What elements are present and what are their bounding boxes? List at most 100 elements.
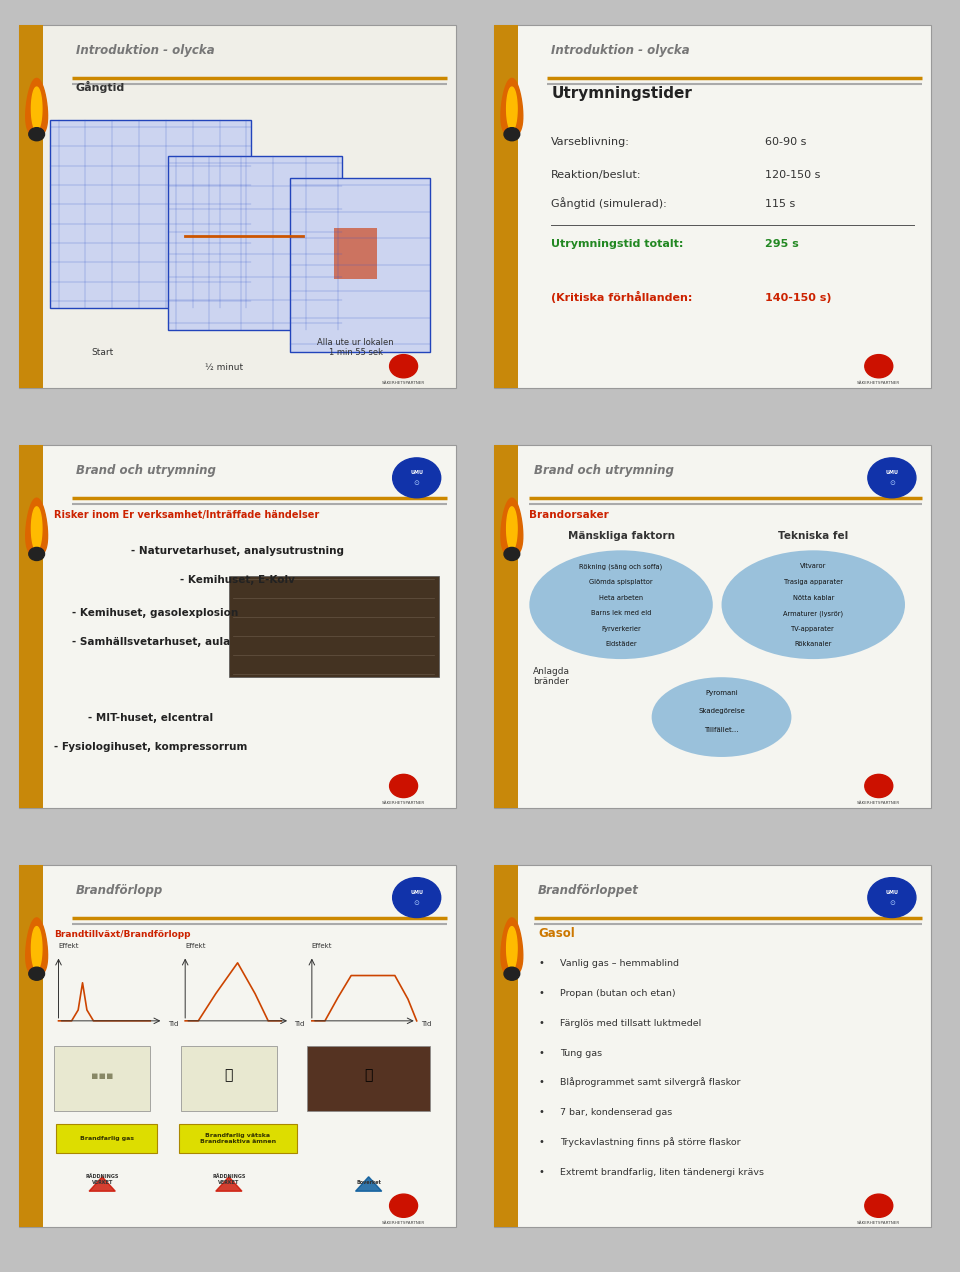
FancyBboxPatch shape bbox=[290, 178, 430, 352]
Text: Tung gas: Tung gas bbox=[560, 1048, 602, 1057]
Text: RÄDDNINGS
VERKET: RÄDDNINGS VERKET bbox=[85, 1174, 119, 1186]
Polygon shape bbox=[501, 499, 523, 556]
Circle shape bbox=[504, 127, 519, 141]
Text: Pyromani: Pyromani bbox=[706, 691, 738, 696]
Text: •: • bbox=[538, 1077, 544, 1088]
Text: ⊙: ⊙ bbox=[414, 901, 420, 906]
Polygon shape bbox=[32, 926, 42, 971]
FancyBboxPatch shape bbox=[334, 229, 377, 280]
Text: Anlagda
bränder: Anlagda bränder bbox=[533, 667, 569, 687]
Text: Alla ute ur lokalen
1 min 55 sek: Alla ute ur lokalen 1 min 55 sek bbox=[317, 338, 394, 357]
Polygon shape bbox=[26, 499, 48, 556]
Text: Mänskliga faktorn: Mänskliga faktorn bbox=[567, 532, 675, 542]
FancyBboxPatch shape bbox=[19, 445, 456, 808]
Text: •: • bbox=[538, 1048, 544, 1057]
Text: Eldstäder: Eldstäder bbox=[605, 641, 636, 647]
Text: Varseblivning:: Varseblivning: bbox=[551, 137, 630, 148]
Text: Brandförloppet: Brandförloppet bbox=[538, 884, 639, 897]
FancyBboxPatch shape bbox=[494, 25, 931, 388]
Text: Utrymningstider: Utrymningstider bbox=[551, 86, 692, 100]
Text: UMU: UMU bbox=[410, 469, 423, 474]
Circle shape bbox=[865, 355, 893, 378]
Polygon shape bbox=[501, 918, 523, 976]
FancyBboxPatch shape bbox=[494, 865, 931, 1227]
Circle shape bbox=[29, 967, 44, 981]
FancyBboxPatch shape bbox=[19, 445, 43, 808]
Text: Armaturer (lysrör): Armaturer (lysrör) bbox=[783, 611, 843, 617]
Text: Tryckavlastning finns på större flaskor: Tryckavlastning finns på större flaskor bbox=[560, 1137, 740, 1147]
Text: Reaktion/beslut:: Reaktion/beslut: bbox=[551, 169, 641, 179]
Text: - Samhällsvetarhuset, aula: - Samhällsvetarhuset, aula bbox=[72, 636, 229, 646]
Text: Barns lek med eld: Barns lek med eld bbox=[591, 611, 651, 616]
Text: (Kritiska förhållanden:: (Kritiska förhållanden: bbox=[551, 291, 692, 303]
Text: 🧯: 🧯 bbox=[225, 1068, 233, 1082]
Text: Brandorsaker: Brandorsaker bbox=[529, 510, 609, 520]
Text: SÄKERHETSPARTNER: SÄKERHETSPARTNER bbox=[382, 801, 425, 805]
Text: •: • bbox=[538, 1137, 544, 1147]
Text: Tid: Tid bbox=[295, 1021, 304, 1028]
Ellipse shape bbox=[529, 551, 712, 659]
Text: Introduktion - olycka: Introduktion - olycka bbox=[551, 45, 690, 57]
Text: 7 bar, kondenserad gas: 7 bar, kondenserad gas bbox=[560, 1108, 672, 1117]
Polygon shape bbox=[26, 79, 48, 136]
FancyBboxPatch shape bbox=[494, 445, 518, 808]
Polygon shape bbox=[507, 86, 517, 131]
Text: •: • bbox=[538, 959, 544, 968]
Text: SÄKERHETSPARTNER: SÄKERHETSPARTNER bbox=[857, 382, 900, 385]
Circle shape bbox=[504, 547, 519, 561]
Circle shape bbox=[393, 878, 441, 917]
Text: - Naturvetarhuset, analysutrustning: - Naturvetarhuset, analysutrustning bbox=[132, 546, 344, 556]
Text: 295 s: 295 s bbox=[765, 239, 799, 248]
Text: Utrymningstid totalt:: Utrymningstid totalt: bbox=[551, 239, 684, 248]
Text: UMU: UMU bbox=[885, 889, 899, 894]
Text: Gångtid (simulerad):: Gångtid (simulerad): bbox=[551, 197, 667, 209]
Text: Brand och utrymning: Brand och utrymning bbox=[534, 464, 674, 477]
FancyBboxPatch shape bbox=[19, 25, 456, 388]
FancyBboxPatch shape bbox=[494, 25, 518, 388]
Text: UMU: UMU bbox=[410, 889, 423, 894]
Text: - MIT-huset, elcentral: - MIT-huset, elcentral bbox=[87, 712, 213, 722]
Text: Rökkanaler: Rökkanaler bbox=[795, 641, 832, 647]
Text: ½ minut: ½ minut bbox=[205, 363, 244, 371]
Polygon shape bbox=[507, 506, 517, 551]
FancyBboxPatch shape bbox=[19, 865, 456, 1227]
Text: ⊙: ⊙ bbox=[889, 481, 895, 486]
Text: ⊙: ⊙ bbox=[414, 481, 420, 486]
Circle shape bbox=[865, 775, 893, 798]
FancyBboxPatch shape bbox=[57, 1124, 156, 1154]
Circle shape bbox=[29, 547, 44, 561]
Text: Vitvaror: Vitvaror bbox=[800, 563, 827, 570]
Text: Blåprogrammet samt silvergrå flaskor: Blåprogrammet samt silvergrå flaskor bbox=[560, 1077, 740, 1088]
Text: Skadegörelse: Skadegörelse bbox=[698, 709, 745, 715]
FancyBboxPatch shape bbox=[50, 120, 251, 308]
Text: ⊙: ⊙ bbox=[889, 901, 895, 906]
Text: Nötta kablar: Nötta kablar bbox=[793, 594, 834, 600]
Text: Glömda spisplattor: Glömda spisplattor bbox=[589, 579, 653, 585]
Text: Extremt brandfarlig, liten tändenergi krävs: Extremt brandfarlig, liten tändenergi kr… bbox=[560, 1168, 764, 1177]
Text: TV-apparater: TV-apparater bbox=[791, 626, 835, 632]
Circle shape bbox=[868, 458, 916, 497]
Text: •: • bbox=[538, 1166, 544, 1177]
Text: SÄKERHETSPARTNER: SÄKERHETSPARTNER bbox=[382, 382, 425, 385]
Polygon shape bbox=[355, 1177, 382, 1191]
FancyBboxPatch shape bbox=[228, 576, 439, 677]
Polygon shape bbox=[32, 506, 42, 551]
Text: Trasiga apparater: Trasiga apparater bbox=[783, 579, 843, 585]
FancyBboxPatch shape bbox=[19, 865, 43, 1227]
Text: Brandfarlig vätska
Brandreaktiva ämnen: Brandfarlig vätska Brandreaktiva ämnen bbox=[200, 1133, 276, 1144]
FancyBboxPatch shape bbox=[494, 445, 931, 808]
Text: SÄKERHETSPARTNER: SÄKERHETSPARTNER bbox=[382, 1221, 425, 1225]
Text: •: • bbox=[538, 988, 544, 999]
Text: Boverket: Boverket bbox=[356, 1180, 381, 1186]
Text: 140-150 s): 140-150 s) bbox=[765, 293, 831, 303]
Text: Start: Start bbox=[91, 349, 113, 357]
Text: Effekt: Effekt bbox=[59, 944, 79, 949]
Text: Brandtillväxt/Brandförlopp: Brandtillväxt/Brandförlopp bbox=[54, 930, 191, 940]
Text: Tillfället...: Tillfället... bbox=[705, 726, 739, 733]
Text: RÄDDNINGS
VERKET: RÄDDNINGS VERKET bbox=[212, 1174, 246, 1186]
Text: - Fysiologihuset, kompressorrum: - Fysiologihuset, kompressorrum bbox=[54, 742, 247, 752]
Circle shape bbox=[504, 967, 519, 981]
Text: Heta arbeten: Heta arbeten bbox=[599, 594, 643, 600]
Polygon shape bbox=[216, 1177, 242, 1191]
FancyBboxPatch shape bbox=[54, 1046, 150, 1112]
